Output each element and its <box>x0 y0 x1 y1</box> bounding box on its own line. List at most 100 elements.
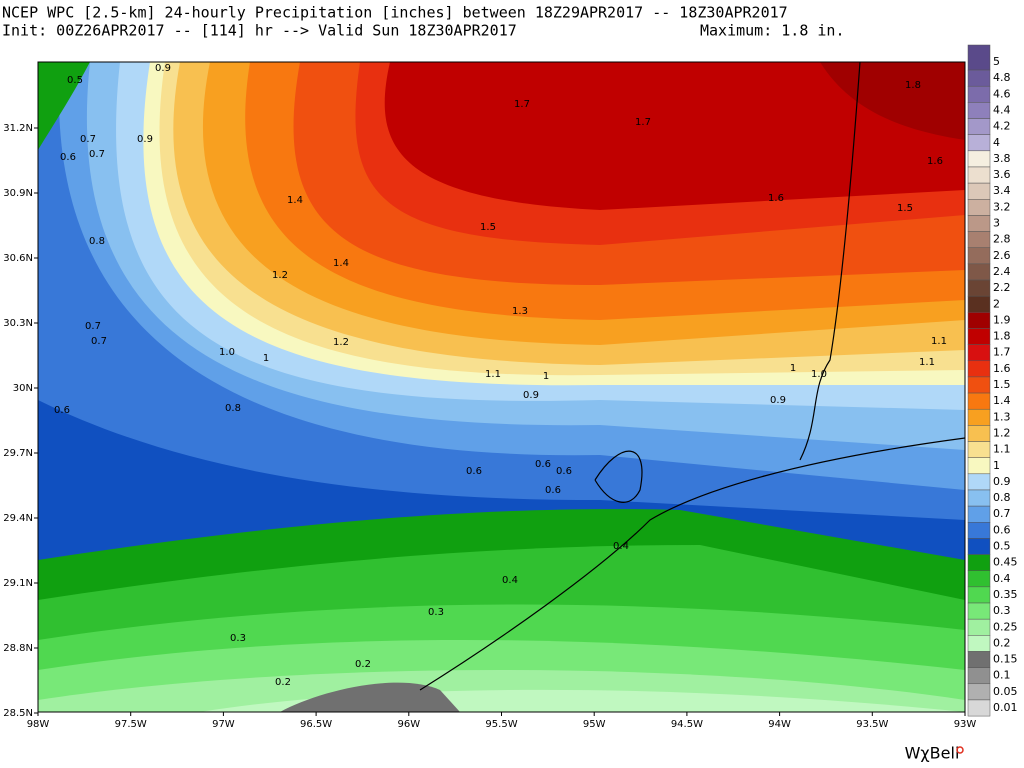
colorbar-label: 0.4 <box>993 572 1011 585</box>
colorbar-swatch <box>967 312 991 329</box>
contour-labels: 0.5 0.9 0.7 0.9 0.6 0.7 1.7 1.7 1.8 1.6 … <box>54 63 947 688</box>
colorbar-label: 0.7 <box>993 507 1011 520</box>
lat-label: 28.8N <box>3 643 33 654</box>
lon-label: 95.5W <box>485 719 517 730</box>
colorbar-swatch <box>967 683 991 701</box>
colorbar-label: 4 <box>993 136 1000 149</box>
colorbar-swatch <box>967 344 991 362</box>
contour-label: 0.8 <box>89 236 105 247</box>
contour-label: 1.1 <box>931 336 947 347</box>
colorbar-label: 0.6 <box>993 523 1011 536</box>
lon-label: 95W <box>583 719 606 730</box>
colorbar-swatch <box>967 602 991 620</box>
contour-label: 0.9 <box>770 395 786 406</box>
colorbar-swatch <box>967 554 991 571</box>
colorbar-swatch <box>967 199 991 216</box>
contour-label: 0.5 <box>67 75 83 86</box>
colorbar-label: 2.4 <box>993 265 1011 278</box>
contour-label: 1 <box>263 353 269 364</box>
logo: WχBell <box>905 744 960 763</box>
lon-label: 98W <box>27 719 50 730</box>
contour-label: 0.6 <box>54 405 70 416</box>
colorbar-swatch <box>967 85 991 103</box>
contour-label: 1.3 <box>512 306 528 317</box>
contour-label: 1.5 <box>480 222 496 233</box>
contour-label: 0.9 <box>523 390 539 401</box>
colorbar-label: 3.4 <box>993 184 1011 197</box>
colorbar-label: 3.8 <box>993 152 1011 165</box>
colorbar-label: 0.5 <box>993 540 1011 553</box>
colorbar-swatch <box>967 360 991 378</box>
contour-label: 0.3 <box>230 633 246 644</box>
contour-label: 0.6 <box>545 485 561 496</box>
lat-label: 30.9N <box>3 188 33 199</box>
lat-label: 31.2N <box>3 123 33 134</box>
colorbar-swatch <box>967 457 991 475</box>
colorbar-label: 1.1 <box>993 443 1011 456</box>
colorbar-label: 0.1 <box>993 669 1011 682</box>
colorbar-label: 0.35 <box>993 588 1018 601</box>
colorbar-swatch <box>967 215 991 232</box>
colorbar-label: 0.2 <box>993 636 1011 649</box>
contour-label: 1.6 <box>768 193 784 204</box>
lat-label: 30N <box>13 383 33 394</box>
contour-label: 0.7 <box>91 336 107 347</box>
colorbar-swatch <box>967 102 991 119</box>
logo-dot <box>956 746 964 754</box>
lon-label: 97.5W <box>115 719 147 730</box>
contour-label: 0.4 <box>613 541 629 552</box>
subtitle: Init: 00Z26APR2017 -- [114] hr --> Valid… <box>2 22 517 40</box>
colorbar-label: 1.4 <box>993 394 1011 407</box>
colorbar-swatch <box>967 166 991 184</box>
contour-label: 1.2 <box>333 337 349 348</box>
colorbar-label: 3.6 <box>993 168 1011 181</box>
lat-label: 29.1N <box>3 578 33 589</box>
colorbar-label: 1.5 <box>993 378 1011 391</box>
contour-label: 1 <box>543 371 549 382</box>
contour-label: 1.2 <box>272 270 288 281</box>
colorbar-swatch <box>967 263 991 281</box>
contour-label: 0.6 <box>466 466 482 477</box>
contour-label: 1.7 <box>514 99 530 110</box>
colorbar-swatch <box>967 586 991 604</box>
colorbar-label: 0.25 <box>993 620 1018 633</box>
lat-label: 30.3N <box>3 318 33 329</box>
lon-label: 94.5W <box>671 719 703 730</box>
colorbar-label: 0.45 <box>993 556 1018 569</box>
colorbar-label: 1.7 <box>993 346 1011 359</box>
colorbar-label: 4.6 <box>993 87 1011 100</box>
colorbar-label: 2.6 <box>993 249 1011 262</box>
contour-label: 1.0 <box>219 347 235 358</box>
colorbar-swatch <box>967 295 991 313</box>
colorbar-swatch <box>967 667 991 685</box>
colorbar-label: 5 <box>993 55 1000 68</box>
lon-label: 94W <box>768 719 791 730</box>
colorbar-swatch <box>967 118 991 135</box>
contour-label: 1 <box>790 363 796 374</box>
lat-label: 29.4N <box>3 513 33 524</box>
colorbar-swatch <box>967 150 991 168</box>
colorbar-swatch <box>967 473 991 491</box>
lon-label: 93W <box>954 719 977 730</box>
colorbar-label: 0.9 <box>993 475 1011 488</box>
contour-label: 1.4 <box>333 258 349 269</box>
colorbar-swatch <box>967 635 991 652</box>
colorbar-swatch <box>967 489 991 507</box>
colorbar-label: 1.2 <box>993 426 1011 439</box>
colorbar-swatch <box>967 538 991 555</box>
contour-label: 1.8 <box>905 80 921 91</box>
contour-label: 0.9 <box>155 63 171 74</box>
contour-label: 1.5 <box>897 203 913 214</box>
colorbar-swatch <box>967 376 991 394</box>
colorbar-label: 4.4 <box>993 103 1011 116</box>
contour-label: 0.2 <box>355 659 371 670</box>
contour-label: 0.7 <box>89 149 105 160</box>
colorbar-label: 1.6 <box>993 362 1011 375</box>
colorbar-label: 1.8 <box>993 330 1011 343</box>
colorbar-swatch <box>967 522 991 539</box>
colorbar-label: 0.8 <box>993 491 1011 504</box>
colorbar-swatch <box>967 279 991 297</box>
map: 0.5 0.9 0.7 0.9 0.6 0.7 1.7 1.7 1.8 1.6 … <box>38 62 965 712</box>
contour-label: 0.6 <box>556 466 572 477</box>
